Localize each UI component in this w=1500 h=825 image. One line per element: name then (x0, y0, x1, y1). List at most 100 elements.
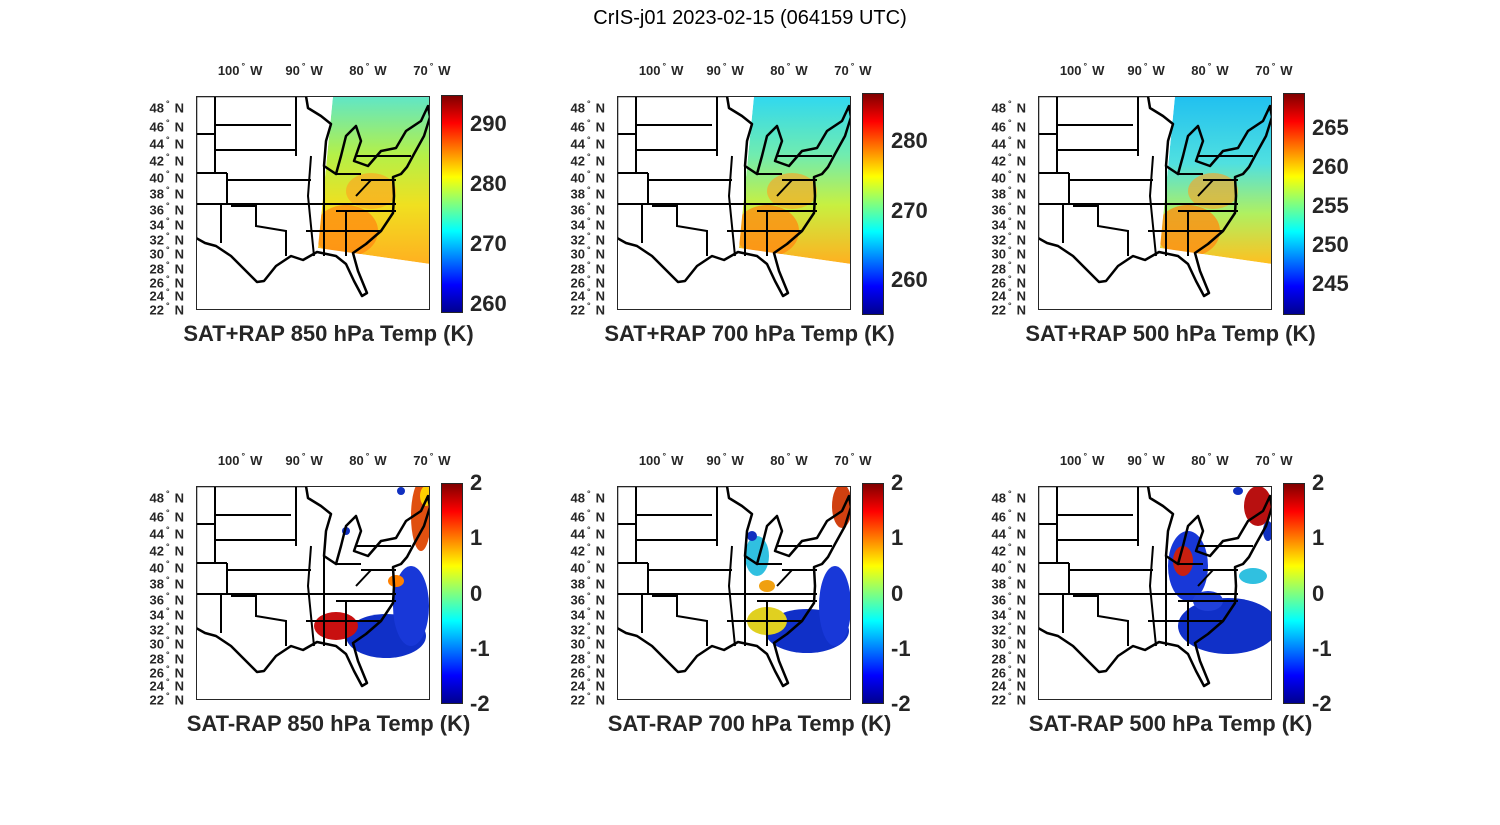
lon-tick-label: 80 ° W (349, 61, 387, 78)
lat-value: 24 (991, 288, 1006, 304)
lat-value: 38 (991, 186, 1006, 202)
lat-hemisphere: N (174, 560, 184, 576)
lat-value: 46 (149, 509, 164, 525)
lon-value: 70 (834, 63, 849, 78)
lat-hemisphere: N (174, 526, 184, 542)
lat-tick-label: 26 ° N (149, 273, 184, 291)
lat-value: 48 (149, 490, 164, 506)
panel-title: SAT-RAP 700 hPa Temp (K) (607, 711, 892, 736)
lat-value: 40 (991, 560, 1006, 576)
lon-tick-label: 90 ° W (1127, 61, 1165, 78)
lat-tick-label: 32 ° N (149, 230, 184, 248)
lon-tick-label: 100 ° W (1059, 61, 1105, 78)
lat-value: 30 (991, 636, 1006, 652)
lat-value: 46 (991, 509, 1006, 525)
lat-tick-label: 38 ° N (570, 184, 605, 202)
lon-value: 90 (285, 63, 300, 78)
lat-tick-label: 42 ° N (570, 151, 605, 169)
lat-tick-label: 28 ° N (570, 649, 605, 667)
panel-title: SAT+RAP 500 hPa Temp (K) (1025, 321, 1316, 346)
lon-hemisphere: W (438, 453, 451, 468)
lon-hemisphere: W (795, 63, 808, 78)
lat-value: 28 (570, 651, 585, 667)
colorbar-tick-label: 290 (470, 111, 507, 137)
lat-value: 22 (991, 302, 1006, 318)
lat-tick-label: 40 ° N (570, 168, 605, 186)
lat-tick-label: 42 ° N (570, 541, 605, 559)
lat-hemisphere: N (595, 651, 605, 667)
lat-tick-label: 36 ° N (991, 590, 1026, 608)
lon-hemisphere: W (1152, 453, 1165, 468)
lon-hemisphere: W (1216, 453, 1229, 468)
lat-value: 38 (149, 186, 164, 202)
lat-value: 22 (149, 302, 164, 318)
lat-hemisphere: N (174, 576, 184, 592)
colorbar-tick-label: 245 (1312, 271, 1349, 297)
lon-tick-label: 70 ° W (834, 451, 872, 468)
lat-hemisphere: N (1016, 665, 1026, 681)
lon-tick-label: 80 ° W (1191, 451, 1229, 468)
lat-hemisphere: N (1016, 560, 1026, 576)
lat-tick-label: 44 ° N (149, 524, 184, 542)
lat-hemisphere: N (595, 170, 605, 186)
lat-value: 46 (570, 119, 585, 135)
lat-value: 42 (149, 153, 164, 169)
lon-tick-label: 70 ° W (834, 61, 872, 78)
colorbar-tick-label: 0 (1312, 580, 1325, 606)
colorbar (441, 95, 463, 313)
lat-hemisphere: N (174, 288, 184, 304)
colorbar (862, 93, 884, 315)
map-panel: 100 ° W 90 ° W 80 ° W 70 ° W 48 ° N 46 ° N 44 ° N 42 ° N 40 ° N 38 °… (992, 61, 1349, 346)
lat-hemisphere: N (595, 136, 605, 152)
lat-hemisphere: N (1016, 186, 1026, 202)
lat-hemisphere: N (595, 217, 605, 233)
lon-tick-label: 80 ° W (349, 451, 387, 468)
lon-hemisphere: W (310, 453, 323, 468)
lat-tick-label: 40 ° N (991, 168, 1026, 186)
lat-hemisphere: N (174, 490, 184, 506)
lat-hemisphere: N (174, 509, 184, 525)
lat-hemisphere: N (595, 232, 605, 248)
lat-hemisphere: N (1016, 288, 1026, 304)
lat-value: 22 (570, 692, 585, 708)
lon-hemisphere: W (731, 63, 744, 78)
state-borders (617, 486, 832, 647)
lon-value: 90 (285, 453, 300, 468)
lon-hemisphere: W (795, 453, 808, 468)
lat-hemisphere: N (1016, 202, 1026, 218)
lon-tick-label: 100 ° W (217, 61, 263, 78)
lat-hemisphere: N (174, 232, 184, 248)
lat-value: 44 (991, 526, 1006, 542)
lat-tick-label: 38 ° N (149, 184, 184, 202)
lat-tick-label: 26 ° N (991, 663, 1026, 681)
lon-value: 100 (638, 453, 661, 468)
colorbar (862, 483, 884, 704)
lat-value: 30 (149, 246, 164, 262)
lat-tick-label: 36 ° N (991, 200, 1026, 218)
lon-tick-label: 90 ° W (285, 61, 323, 78)
lat-hemisphere: N (1016, 217, 1026, 233)
colorbar-tick-label: 255 (1312, 192, 1349, 218)
lon-value: 70 (413, 63, 428, 78)
lat-tick-label: 38 ° N (991, 184, 1026, 202)
lat-value: 36 (991, 592, 1006, 608)
lat-tick-label: 34 ° N (991, 605, 1026, 623)
lat-hemisphere: N (595, 100, 605, 116)
lat-tick-label: 46 ° N (570, 117, 605, 135)
lat-tick-label: 40 ° N (991, 558, 1026, 576)
lat-hemisphere: N (595, 543, 605, 559)
lat-value: 28 (570, 261, 585, 277)
lat-tick-label: 32 ° N (149, 620, 184, 638)
panel-title: SAT-RAP 850 hPa Temp (K) (186, 711, 471, 736)
lon-hemisphere: W (438, 63, 451, 78)
map-axes (617, 486, 851, 700)
lat-hemisphere: N (174, 607, 184, 623)
lat-hemisphere: N (174, 692, 184, 708)
lat-value: 26 (991, 275, 1006, 291)
lon-value: 70 (1255, 63, 1270, 78)
lat-hemisphere: N (174, 119, 184, 135)
lat-tick-label: 48 ° N (149, 98, 184, 116)
lat-value: 48 (149, 100, 164, 116)
lat-value: 28 (149, 261, 164, 277)
lon-tick-label: 100 ° W (638, 61, 684, 78)
